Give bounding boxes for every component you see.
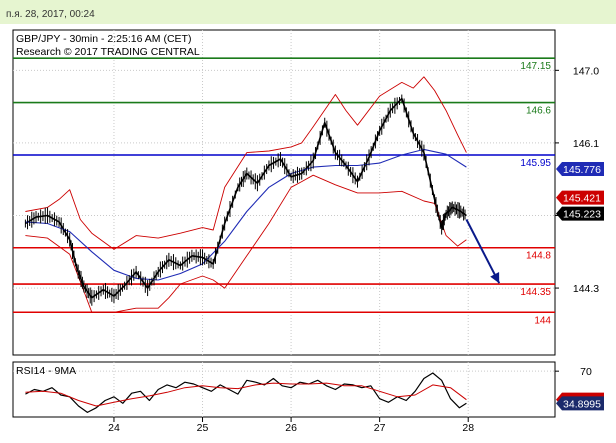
x-axis: 24 25 26 27 28 [108, 417, 474, 434]
price-pane-frame [12, 29, 556, 356]
x-tick-label: 25 [197, 422, 209, 434]
level-label: 144 [534, 315, 551, 326]
value-badge-label: 34.8995 [563, 398, 601, 410]
level-label: 146.6 [526, 106, 551, 117]
y-tick-label: 147.0 [573, 65, 599, 77]
price-series [24, 76, 467, 313]
rsi-title: RSI14 - 9MA [16, 365, 76, 377]
x-tick-label: 27 [374, 422, 386, 434]
price-pane: 147.15 146.6 145.95 144.8 144.35 144 GBP/JPY … [12, 29, 604, 356]
value-badge-box [556, 396, 604, 411]
rsi-axis: 70 [555, 366, 592, 378]
level-label: 144.8 [526, 251, 551, 262]
value-badge: 145.421 [556, 190, 604, 205]
forecast-arrow-shaft [465, 219, 501, 284]
chart-title: GBP/JPY - 30min - 2:25:16 AM (CET) [16, 33, 191, 45]
rsi-ma-line [25, 382, 467, 407]
y-tick-label: 146.1 [573, 138, 599, 150]
moving-average-line [25, 148, 467, 281]
rsi-y-tick-label: 70 [580, 366, 592, 378]
level-label: 147.15 [520, 61, 551, 72]
value-badge: 34.8995 [556, 396, 604, 411]
rsi-badges: 38.88734.8995 [556, 392, 604, 411]
band-upper-line [25, 76, 467, 250]
level-label: 145.95 [520, 158, 551, 169]
rsi-pane: RSI14 - 9MA 70 38.88734.8995 [12, 361, 604, 418]
band-lower-line [25, 174, 467, 313]
forecast-arrow-head [490, 272, 500, 284]
value-badge-box [556, 206, 604, 221]
value-badge: 145.223 [556, 206, 604, 221]
x-tick-label: 26 [285, 422, 297, 434]
timestamp: п.я. 28, 2017, 00:24 [6, 9, 95, 20]
value-badge-label: 145.776 [563, 164, 601, 176]
value-badge-label: 145.421 [563, 193, 601, 205]
rsi-grid [13, 362, 555, 417]
rsi-series [25, 372, 467, 413]
header-band [0, 0, 616, 24]
value-badge-label: 145.223 [563, 209, 601, 221]
chart-subtitle: Research © 2017 TRADING CENTRAL [16, 46, 200, 58]
x-tick-label: 28 [462, 422, 474, 434]
y-tick-label: 144.3 [573, 283, 599, 295]
price-badges: 145.776 145.421 145.223 [556, 162, 604, 221]
value-badge: 145.776 [556, 162, 604, 177]
value-badge-box [556, 190, 604, 205]
value-badge-box [556, 162, 604, 177]
forecast-arrow [465, 219, 501, 284]
x-tick-label: 24 [108, 422, 120, 434]
level-label: 144.35 [520, 287, 551, 298]
